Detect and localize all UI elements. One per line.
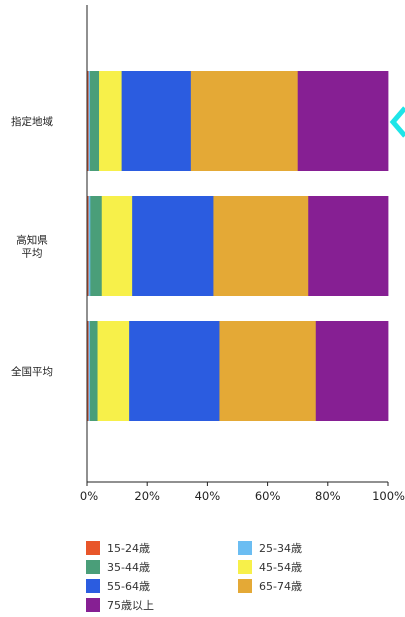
legend-swatch xyxy=(86,560,100,574)
legend-label: 35-44歳 xyxy=(107,561,150,574)
legend-swatch xyxy=(86,541,100,555)
bar-segment xyxy=(87,196,89,296)
legend-item: 45-54歳 xyxy=(238,559,386,575)
bar-segment xyxy=(308,196,389,296)
legend-label: 15-24歳 xyxy=(107,542,150,555)
category-label: 全国平均 xyxy=(11,365,53,378)
x-tick-label: 100% xyxy=(372,489,405,503)
bar-segment xyxy=(87,71,89,171)
bar-segment xyxy=(297,71,389,171)
x-tick-label: 60% xyxy=(255,489,281,503)
legend-swatch xyxy=(238,541,252,555)
legend-swatch xyxy=(238,560,252,574)
bar-segment xyxy=(315,321,389,421)
category-label: 指定地域 xyxy=(11,115,53,128)
bar-segment xyxy=(121,71,192,171)
bar-segment xyxy=(88,321,91,421)
x-tick-label: 0% xyxy=(80,489,98,503)
legend-swatch xyxy=(86,579,100,593)
bar-segment xyxy=(219,321,317,421)
bar-segment xyxy=(101,196,133,296)
category-label: 高知県平均 xyxy=(16,234,48,260)
legend-swatch xyxy=(86,598,100,612)
legend-label: 45-54歳 xyxy=(259,561,302,574)
legend-label: 25-34歳 xyxy=(259,542,302,555)
bar-segment xyxy=(190,71,299,171)
x-tick-label: 80% xyxy=(315,489,341,503)
bar-segment xyxy=(213,196,309,296)
legend-item: 55-64歳 xyxy=(86,578,238,594)
legend-item: 35-44歳 xyxy=(86,559,238,575)
bar-segment xyxy=(132,196,214,296)
legend-item: 25-34歳 xyxy=(238,540,386,556)
legend-item: 75歳以上 xyxy=(86,597,238,613)
stacked-bar-chart: 指定地域高知県平均全国平均 0% 20% 40% 60% 80% 100% xyxy=(11,5,405,503)
legend-label: 55-64歳 xyxy=(107,580,150,593)
bar-segment xyxy=(97,321,130,421)
bar-segment xyxy=(99,71,123,171)
legend-item: 15-24歳 xyxy=(86,540,238,556)
bar-segment xyxy=(88,71,91,171)
legend-swatch xyxy=(238,579,252,593)
legend-label: 75歳以上 xyxy=(107,599,154,612)
legend-item: 65-74歳 xyxy=(238,578,386,594)
x-tick-label: 20% xyxy=(134,489,160,503)
x-tick-label: 40% xyxy=(195,489,221,503)
bar-segment xyxy=(129,321,220,421)
legend-label: 65-74歳 xyxy=(259,580,302,593)
bar-segment xyxy=(90,71,100,171)
cyan-chevron-marker xyxy=(389,106,405,138)
bar-segment xyxy=(88,196,91,296)
legend: 15-24歳 25-34歳 35-44歳 45-54歳 55-64歳 65-74歳 75歳以… xyxy=(86,540,386,613)
bar-segment xyxy=(90,196,103,296)
bar-segment xyxy=(90,321,98,421)
bar-segment xyxy=(87,321,89,421)
